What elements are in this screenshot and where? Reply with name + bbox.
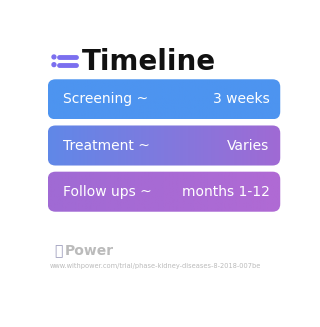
Text: Power: Power: [65, 244, 114, 258]
Text: Screening ~: Screening ~: [63, 92, 148, 106]
Text: Varies: Varies: [227, 139, 269, 152]
Text: ␧: ␧: [54, 244, 62, 258]
Text: Treatment ~: Treatment ~: [63, 139, 150, 152]
Text: www.withpower.com/trial/phase-kidney-diseases-8-2018-007be: www.withpower.com/trial/phase-kidney-dis…: [49, 263, 261, 269]
Text: Timeline: Timeline: [82, 47, 216, 76]
Circle shape: [52, 63, 56, 67]
Text: 3 weeks: 3 weeks: [213, 92, 269, 106]
Text: Follow ups ~: Follow ups ~: [63, 185, 152, 199]
Text: months 1-12: months 1-12: [181, 185, 269, 199]
Circle shape: [52, 55, 56, 59]
